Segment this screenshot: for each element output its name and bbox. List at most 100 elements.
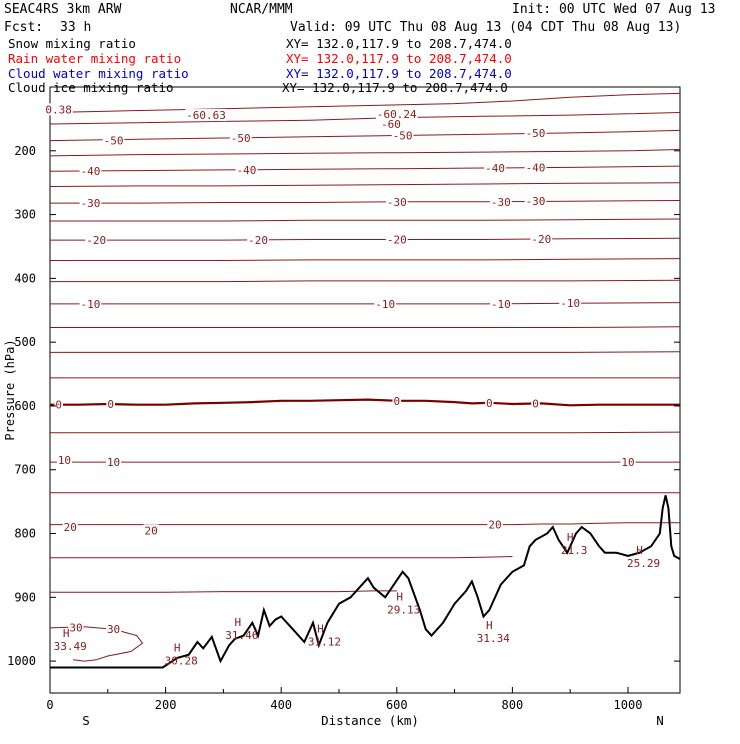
isotherm-line bbox=[50, 431, 681, 434]
isotherm-label: -10 bbox=[375, 298, 395, 311]
extremum-marker: H bbox=[486, 619, 493, 632]
y-tick-label: 1000 bbox=[7, 654, 36, 668]
isotherm-label-bg bbox=[489, 297, 512, 310]
isotherm-label: 0 bbox=[532, 397, 539, 410]
isotherm-line bbox=[49, 626, 144, 662]
isotherm-label: -40 bbox=[81, 165, 101, 178]
extremum-value: 21.3 bbox=[561, 544, 588, 557]
field-label-rain: Rain water mixing ratio bbox=[8, 51, 181, 66]
isotherm-label: -60 bbox=[381, 118, 401, 131]
y-tick-label: 500 bbox=[14, 335, 36, 349]
isotherm-label: 20 bbox=[64, 521, 77, 534]
isotherm-line bbox=[50, 258, 681, 261]
isotherm-label: 0 bbox=[55, 399, 62, 412]
isotherm-label-bg bbox=[85, 234, 108, 247]
x-tick-label: 200 bbox=[155, 698, 177, 712]
extremum-value: 31.34 bbox=[477, 632, 510, 645]
isotherm-label: -40 bbox=[485, 162, 505, 175]
isotherm-label: -20 bbox=[387, 233, 407, 246]
field-label-cloud-ice: Cloud ice mixing ratio bbox=[8, 80, 174, 95]
isotherm-line bbox=[50, 200, 681, 204]
extremum-marker: H bbox=[396, 591, 403, 604]
isotherm-line bbox=[50, 326, 681, 328]
isotherm-label: -20 bbox=[86, 234, 106, 247]
isotherm-line bbox=[50, 590, 397, 593]
isotherm-label: 0.38 bbox=[45, 103, 72, 116]
isotherm-label-bg bbox=[484, 162, 506, 175]
extremum-value: 33.49 bbox=[54, 640, 87, 653]
extremum-marker: H bbox=[63, 627, 70, 640]
isotherm-label: 0 bbox=[107, 398, 114, 411]
y-tick-label: 900 bbox=[14, 590, 36, 604]
isotherm-line bbox=[49, 149, 681, 157]
isotherm-label-bg bbox=[62, 521, 78, 534]
field-xy-cloud-water: XY= 132.0,117.9 to 208.7,474.0 bbox=[286, 66, 512, 81]
isotherm-label-bg bbox=[620, 456, 636, 469]
isotherm-label-bg bbox=[484, 396, 494, 409]
isotherm-label-bg bbox=[380, 117, 402, 130]
extremum-value: 30.28 bbox=[165, 655, 198, 668]
isotherm-label-bg bbox=[68, 621, 84, 634]
isotherm-label: -30 bbox=[81, 197, 101, 210]
isotherm-label: -50 bbox=[526, 127, 546, 140]
isotherm-label-bg bbox=[79, 165, 102, 178]
field-xy-rain: XY= 132.0,117.9 to 208.7,474.0 bbox=[286, 51, 512, 66]
isotherm-line bbox=[49, 112, 681, 125]
isotherm-label: -40 bbox=[237, 164, 257, 177]
fcst-value: 33 h bbox=[60, 20, 91, 35]
isotherm-label-bg bbox=[102, 134, 125, 147]
label-layer: 0.38 -60.63 -60.24-60-50 -50 -50 -50-40 -40 -40… bbox=[44, 103, 660, 668]
isotherm-label: -50 bbox=[104, 135, 124, 148]
field-xy-cloud-ice: XY= 132.0,117.9 to 208.7,474.0 bbox=[282, 80, 508, 95]
extremum-marker: H bbox=[317, 622, 324, 635]
isotherm-label-bg bbox=[524, 195, 547, 208]
isotherm-label: -10 bbox=[81, 298, 101, 311]
x-tick-label: 0 bbox=[46, 698, 53, 712]
isotherm-line bbox=[50, 522, 680, 526]
fcst-label: Fcst: bbox=[4, 20, 43, 35]
isotherm-label: 10 bbox=[621, 456, 634, 469]
isotherm-label-bg bbox=[392, 394, 402, 407]
isotherm-label: -20 bbox=[248, 234, 268, 247]
isotherm-label: 0 bbox=[486, 397, 493, 410]
isotherm-label: -20 bbox=[531, 233, 551, 246]
isotherm-line bbox=[49, 182, 681, 187]
isotherm-label-bg bbox=[79, 197, 102, 210]
terrain-layer bbox=[50, 495, 681, 669]
x-axis-start-label: S bbox=[82, 713, 90, 728]
isotherm-line bbox=[50, 218, 681, 222]
isotherm-line bbox=[50, 351, 681, 353]
y-tick-label: 200 bbox=[14, 144, 36, 158]
plot-frame bbox=[49, 86, 681, 694]
isotherm-line bbox=[50, 556, 513, 559]
isotherm-label-bg bbox=[79, 297, 102, 310]
isotherm-line bbox=[50, 279, 681, 283]
isotherm-label-bg bbox=[385, 233, 408, 246]
extremum-marker: H bbox=[636, 544, 643, 557]
x-tick-label: 400 bbox=[270, 698, 292, 712]
model-title: SEAC4RS 3km ARW bbox=[4, 2, 122, 17]
isotherm-label-bg bbox=[229, 132, 252, 145]
isotherm-label-bg bbox=[143, 524, 159, 537]
isotherm-label: -50 bbox=[393, 129, 413, 142]
isotherm-label: -30 bbox=[491, 196, 511, 209]
y-tick-label: 300 bbox=[14, 208, 36, 222]
valid-time: Valid: 09 UTC Thu 08 Aug 13 (04 CDT Thu … bbox=[290, 20, 681, 35]
center-title: NCAR/MMM bbox=[230, 2, 293, 17]
x-axis-end-label: N bbox=[656, 713, 664, 728]
isotherm-line bbox=[49, 129, 681, 142]
extremum-value: 31.12 bbox=[308, 635, 341, 648]
isotherm-label-bg bbox=[106, 398, 115, 411]
y-tick-label: 600 bbox=[14, 399, 36, 413]
y-axis-label: Pressure (hPa) bbox=[3, 339, 17, 440]
field-label-snow: Snow mixing ratio bbox=[8, 36, 136, 51]
isotherm-label-bg bbox=[375, 107, 418, 120]
field-label-cloud-water: Cloud water mixing ratio bbox=[8, 66, 189, 81]
extremum-marker: H bbox=[174, 642, 181, 655]
isotherm-label: -60.24 bbox=[377, 108, 417, 121]
isotherm-label-bg bbox=[56, 454, 73, 467]
isotherm-label: 20 bbox=[145, 524, 158, 537]
isotherm-label-bg bbox=[385, 195, 408, 208]
isotherm-label-bg bbox=[374, 297, 397, 310]
